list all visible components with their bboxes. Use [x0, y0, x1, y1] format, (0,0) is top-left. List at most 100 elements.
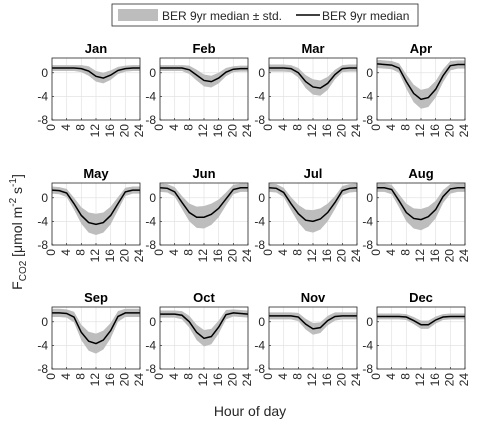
std-band	[52, 308, 140, 354]
y-tick-label: -4	[362, 338, 373, 352]
axes-box	[376, 182, 466, 246]
panel-title: May	[83, 166, 109, 181]
x-tick-label: 12	[413, 249, 427, 263]
x-tick-label: 24	[457, 249, 471, 263]
y-tick-label: -4	[37, 338, 48, 352]
y-tick-label: 0	[41, 191, 48, 205]
panel-title: Feb	[192, 41, 215, 56]
panel-title: Jun	[192, 166, 215, 181]
y-tick-label: 0	[41, 66, 48, 80]
median-line	[52, 312, 140, 345]
x-tick-label: 20	[118, 373, 132, 387]
x-tick-label: 20	[226, 124, 240, 138]
panel-title: Mar	[301, 41, 324, 56]
axes-box	[51, 306, 141, 370]
panel-title: Aug	[408, 166, 433, 181]
x-tick-label: 4	[167, 249, 181, 256]
x-axis-label: Hour of day	[214, 403, 286, 419]
x-tick-label: 16	[103, 373, 117, 387]
std-band	[160, 183, 248, 229]
std-band	[377, 59, 465, 109]
panel-title: Jul	[304, 166, 323, 181]
y-tick-label: -4	[145, 338, 156, 352]
median-line	[377, 186, 465, 221]
x-tick-label: 24	[132, 249, 146, 263]
x-tick-label: 16	[320, 249, 334, 263]
axes-box	[159, 306, 249, 370]
x-tick-label: 20	[118, 124, 132, 138]
x-tick-label: 16	[103, 124, 117, 138]
x-tick-label: 24	[457, 124, 471, 138]
y-label-part: CO2	[18, 260, 29, 281]
x-tick-label: 12	[88, 124, 102, 138]
std-band	[160, 65, 248, 88]
legend-band-swatch	[118, 9, 158, 21]
x-tick-label: 16	[211, 373, 225, 387]
x-tick-label: 8	[399, 373, 413, 380]
x-tick-label: 24	[349, 124, 363, 138]
panel-title: Dec	[409, 290, 433, 305]
x-tick-label: 4	[384, 249, 398, 256]
x-tick-label: 0	[44, 249, 58, 256]
median-line	[159, 186, 248, 218]
x-tick-label: 4	[276, 373, 290, 380]
x-tick-label: 0	[369, 124, 383, 131]
x-tick-label: 12	[413, 373, 427, 387]
legend-label: BER 9yr median	[322, 9, 409, 23]
y-axis-label: FCO2 [μmol m-2 s-1]	[8, 174, 29, 290]
y-tick-label: -8	[362, 238, 373, 252]
x-tick-label: 0	[152, 249, 166, 256]
x-tick-label: 20	[118, 249, 132, 263]
y-tick-label: -8	[145, 113, 156, 127]
x-tick-label: 4	[167, 124, 181, 131]
y-tick-label: 0	[258, 66, 265, 80]
x-tick-label: 12	[88, 249, 102, 263]
y-tick-label: -4	[254, 89, 265, 103]
y-tick-label: 0	[258, 315, 265, 329]
panel-title: Sep	[84, 290, 108, 305]
y-tick-label: -8	[37, 113, 48, 127]
x-tick-label: 12	[413, 124, 427, 138]
x-tick-label: 0	[261, 373, 275, 380]
x-tick-label: 20	[335, 124, 349, 138]
y-tick-label: -8	[145, 238, 156, 252]
x-tick-label: 20	[443, 124, 457, 138]
median-line	[269, 67, 357, 89]
x-tick-label: 8	[291, 249, 305, 256]
axes-box	[51, 182, 141, 246]
x-tick-label: 4	[384, 124, 398, 131]
x-tick-label: 0	[261, 249, 275, 256]
x-tick-label: 4	[167, 373, 181, 380]
x-tick-label: 4	[276, 249, 290, 256]
axes-box	[268, 57, 358, 121]
axes-box	[376, 57, 466, 121]
y-label-part: s	[9, 187, 25, 198]
x-tick-label: 20	[443, 249, 457, 263]
y-tick-label: -8	[254, 362, 265, 376]
axes-box	[268, 182, 358, 246]
x-tick-label: 12	[196, 373, 210, 387]
panel-title: Jan	[85, 41, 107, 56]
std-band	[269, 312, 357, 335]
y-tick-label: 0	[366, 315, 373, 329]
y-tick-label: -4	[362, 214, 373, 228]
x-tick-label: 20	[226, 373, 240, 387]
median-line	[376, 63, 465, 101]
x-tick-label: 4	[384, 373, 398, 380]
x-tick-label: 12	[196, 249, 210, 263]
x-tick-label: 12	[305, 249, 319, 263]
x-tick-label: 24	[457, 373, 471, 387]
y-label-part: -2	[8, 197, 19, 206]
y-tick-label: 0	[149, 315, 156, 329]
x-tick-label: 12	[305, 124, 319, 138]
x-tick-label: 8	[399, 249, 413, 256]
axes-box	[159, 182, 249, 246]
